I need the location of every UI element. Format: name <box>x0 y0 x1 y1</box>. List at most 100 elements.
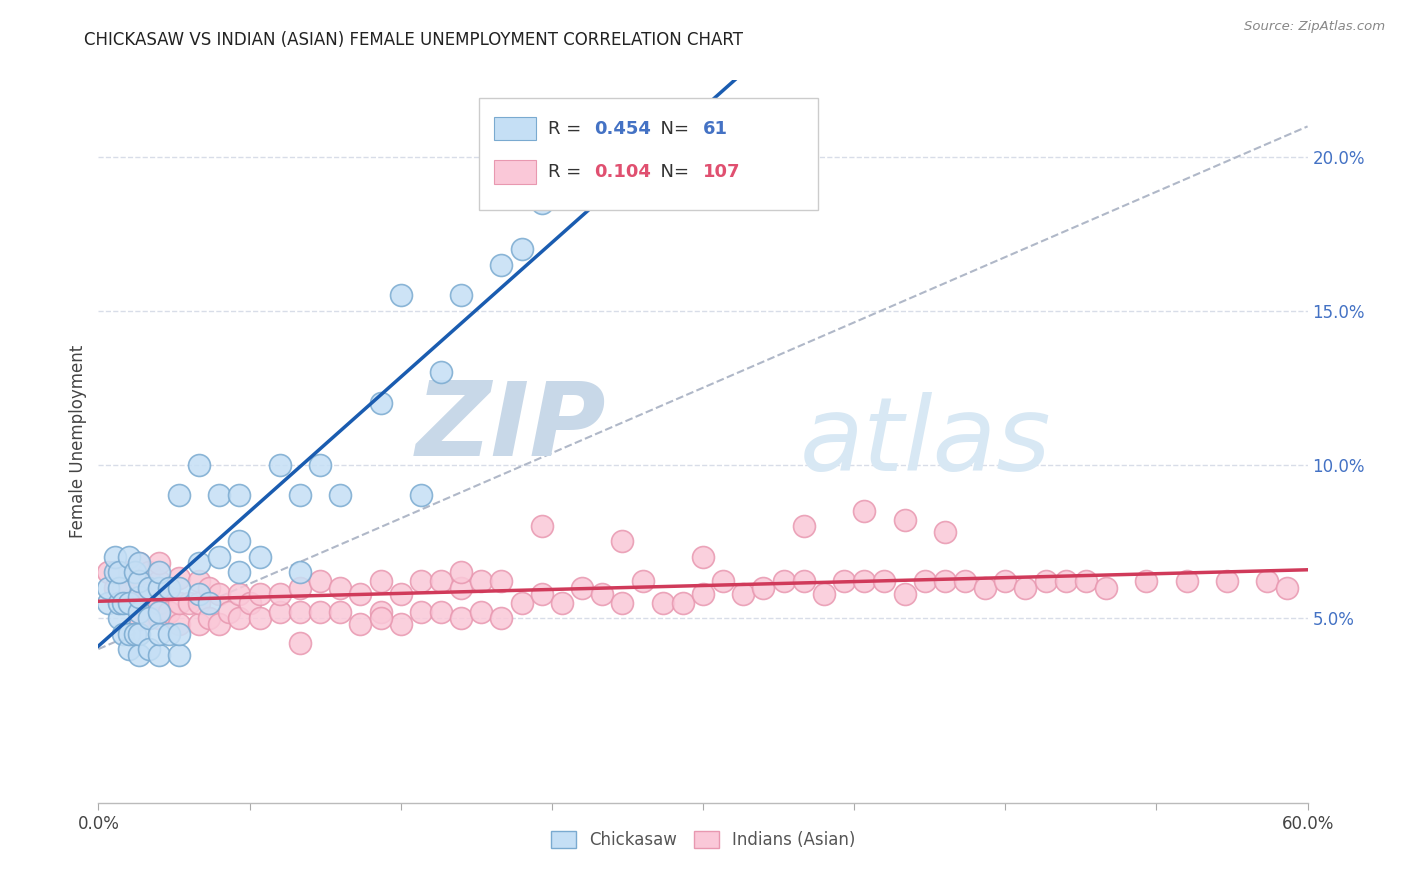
FancyBboxPatch shape <box>479 98 818 211</box>
Point <box>450 288 472 302</box>
Point <box>128 574 150 589</box>
Point <box>349 587 371 601</box>
Point <box>198 611 221 625</box>
Point <box>228 587 250 601</box>
Point <box>188 617 211 632</box>
Point <box>470 605 492 619</box>
Point <box>389 587 412 601</box>
Point <box>1035 574 1057 589</box>
Text: CHICKASAW VS INDIAN (ASIAN) FEMALE UNEMPLOYMENT CORRELATION CHART: CHICKASAW VS INDIAN (ASIAN) FEMALE UNEMP… <box>84 31 744 49</box>
Point <box>349 617 371 632</box>
Point <box>128 605 150 619</box>
Point <box>288 581 311 595</box>
Point <box>1175 574 1198 589</box>
Point <box>288 565 311 579</box>
Point <box>370 574 392 589</box>
Point <box>188 556 211 570</box>
Point <box>107 565 129 579</box>
Point <box>128 626 150 640</box>
Point <box>167 596 190 610</box>
Point <box>249 587 271 601</box>
Point <box>934 574 956 589</box>
Point <box>188 458 211 472</box>
Point <box>208 617 231 632</box>
Text: N=: N= <box>648 163 689 181</box>
Point <box>288 605 311 619</box>
Point <box>167 648 190 663</box>
Point <box>107 581 129 595</box>
Point <box>228 488 250 502</box>
Point <box>510 596 533 610</box>
FancyBboxPatch shape <box>494 117 536 140</box>
Point <box>853 574 876 589</box>
Point <box>288 488 311 502</box>
Point <box>97 596 120 610</box>
Point <box>269 587 291 601</box>
Point <box>118 596 141 610</box>
Point <box>813 587 835 601</box>
Point <box>329 581 352 595</box>
Point <box>1216 574 1239 589</box>
Point <box>409 574 432 589</box>
Point <box>118 549 141 564</box>
Point <box>179 596 201 610</box>
Point <box>551 596 574 610</box>
Point <box>148 605 170 619</box>
Point <box>167 571 190 585</box>
Point <box>124 565 146 579</box>
Point <box>138 611 160 625</box>
Point <box>188 574 211 589</box>
Point <box>430 605 453 619</box>
Point <box>97 581 120 595</box>
Point <box>450 565 472 579</box>
Point <box>111 626 134 640</box>
Point <box>111 581 134 595</box>
Point <box>249 611 271 625</box>
Point <box>103 549 125 564</box>
Point <box>128 648 150 663</box>
Point <box>128 556 150 570</box>
Point <box>450 581 472 595</box>
Text: atlas: atlas <box>800 392 1052 491</box>
Point <box>97 565 120 579</box>
Point <box>370 611 392 625</box>
Point <box>167 581 190 595</box>
Point <box>409 488 432 502</box>
Point <box>111 596 134 610</box>
Point <box>128 556 150 570</box>
Point <box>631 574 654 589</box>
Point <box>157 581 180 595</box>
Text: R =: R = <box>548 120 588 137</box>
Point <box>157 605 180 619</box>
Point <box>772 574 794 589</box>
Point <box>167 617 190 632</box>
Point <box>571 581 593 595</box>
Point <box>167 488 190 502</box>
Point <box>1277 581 1299 595</box>
Point <box>148 581 170 595</box>
Point <box>692 549 714 564</box>
Point <box>430 365 453 379</box>
Point <box>208 587 231 601</box>
Point <box>491 574 513 589</box>
Point <box>218 605 240 619</box>
Point <box>873 574 896 589</box>
Text: 0.454: 0.454 <box>595 120 651 137</box>
Point <box>148 648 170 663</box>
Point <box>914 574 936 589</box>
Point <box>1014 581 1036 595</box>
Point <box>953 574 976 589</box>
Point <box>188 587 211 601</box>
Point <box>103 565 125 579</box>
Point <box>148 574 170 589</box>
Point <box>269 605 291 619</box>
Point <box>309 458 332 472</box>
Point <box>118 565 141 579</box>
Point <box>124 596 146 610</box>
Point <box>128 611 150 625</box>
Point <box>309 574 332 589</box>
Point <box>124 626 146 640</box>
Point <box>389 617 412 632</box>
Text: R =: R = <box>548 163 588 181</box>
Text: Source: ZipAtlas.com: Source: ZipAtlas.com <box>1244 20 1385 33</box>
